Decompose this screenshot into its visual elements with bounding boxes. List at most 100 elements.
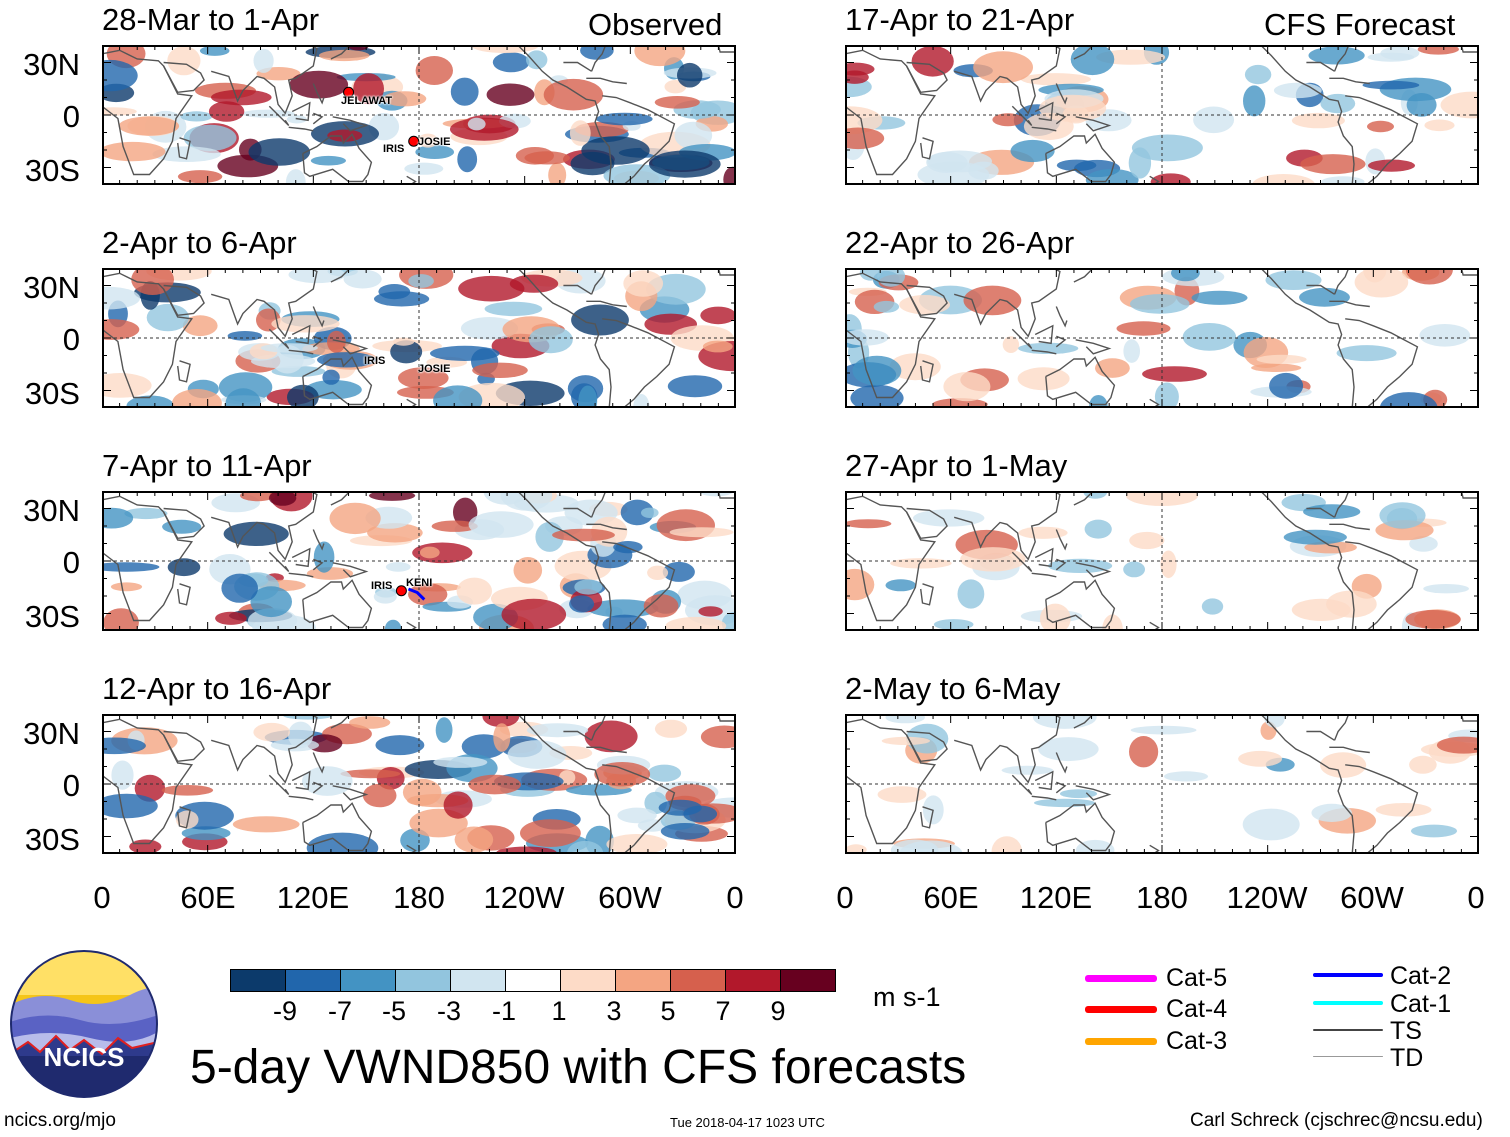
coastline — [1011, 774, 1033, 795]
anomaly-blob — [677, 62, 703, 88]
lat-label: 30N — [23, 716, 80, 751]
coastline — [1306, 507, 1335, 518]
coastline — [590, 45, 607, 72]
coastline — [302, 356, 373, 406]
anomaly-blob — [223, 521, 289, 546]
anomaly-blob — [574, 579, 603, 595]
anomaly-blob — [543, 78, 604, 111]
anomaly-blob — [240, 491, 276, 502]
anomaly-blob — [1375, 803, 1432, 817]
anomaly-blob — [845, 844, 867, 854]
anomaly-blob — [524, 151, 570, 165]
logo-graphic: NCICS — [10, 950, 158, 1098]
coastline — [1034, 770, 1054, 791]
anomaly-blob — [906, 723, 949, 754]
lat-label: 0 — [62, 545, 80, 580]
anomaly-blob — [723, 166, 736, 185]
coastline — [291, 324, 311, 345]
anomaly-blob — [271, 315, 340, 333]
coastline — [1345, 541, 1419, 631]
anomaly-blob — [102, 507, 134, 529]
coastline — [1333, 714, 1350, 741]
coastline — [302, 802, 373, 852]
anomaly-blob — [1311, 803, 1352, 822]
anomaly-blob — [177, 170, 223, 184]
anomaly-blob — [208, 101, 245, 122]
anomaly-blob — [890, 839, 939, 854]
storm-label: IRIS — [371, 580, 393, 592]
lat-label: 30S — [24, 599, 80, 634]
legend-line-td — [1313, 1056, 1383, 1057]
coastline — [586, 300, 627, 308]
anomaly-blob — [1116, 321, 1171, 336]
coastline — [920, 806, 934, 829]
lon-label: 0 — [1467, 880, 1485, 915]
coastline — [288, 126, 314, 132]
storm-label: JOSIE — [418, 136, 451, 148]
coastline — [302, 133, 373, 183]
anomaly-blob — [472, 362, 528, 378]
anomaly-blob — [1038, 737, 1099, 762]
anomaly-blob — [454, 826, 494, 853]
coastline — [1333, 491, 1350, 518]
coastline — [1011, 328, 1033, 349]
coastline — [1329, 746, 1370, 754]
map-panel — [102, 491, 736, 631]
footer-url[interactable]: ncics.org/mjo — [4, 1110, 116, 1131]
coastline — [1073, 714, 1094, 729]
coastline — [162, 507, 205, 540]
coastline — [920, 360, 934, 383]
anomaly-blob — [430, 345, 500, 361]
storm-label: IRIS — [383, 143, 405, 155]
anomaly-blob — [102, 59, 138, 92]
panel-title: 2-May to 6-May — [845, 671, 1061, 706]
coastline — [288, 795, 314, 801]
anomaly-blob — [1020, 73, 1091, 86]
coastline — [1333, 45, 1350, 72]
coastline — [1260, 714, 1355, 854]
lon-label: 180 — [1136, 880, 1188, 915]
main-title: 5-day VWND850 with CFS forecasts — [190, 1041, 967, 1094]
coastline — [207, 491, 318, 561]
lon-label: 60E — [180, 880, 236, 915]
anomaly-blob — [899, 295, 950, 315]
anomaly-blob — [845, 329, 889, 346]
coastline — [1460, 714, 1479, 722]
anomaly-blob — [102, 319, 140, 340]
legend-label: Cat-5 — [1166, 964, 1228, 992]
anomaly-blob — [408, 274, 434, 288]
anomaly-blob — [1256, 354, 1307, 364]
anomaly-blob — [913, 509, 985, 527]
coastline — [1055, 752, 1068, 774]
anomaly-blob — [1018, 526, 1068, 539]
anomaly-blob — [1321, 176, 1365, 185]
coastline — [1260, 45, 1355, 185]
coastline — [590, 491, 607, 518]
anomaly-blob — [450, 117, 519, 141]
anomaly-blob — [482, 714, 520, 728]
lon-label: 120E — [1019, 880, 1093, 915]
anomaly-blob — [306, 567, 354, 580]
anomaly-blob — [569, 595, 595, 613]
anomaly-blob — [260, 343, 318, 353]
anomaly-blob — [1182, 323, 1237, 351]
anomaly-blob — [313, 541, 335, 573]
anomaly-blob — [1130, 725, 1197, 735]
coastline — [162, 284, 205, 317]
anomaly-blob — [1123, 561, 1145, 578]
colorbar-tick: 5 — [660, 996, 676, 1026]
legend-line-ts — [1313, 1029, 1383, 1031]
coastline — [1075, 339, 1112, 355]
anomaly-blob — [654, 96, 700, 109]
colorbar-tick: -1 — [491, 996, 517, 1026]
coastline — [563, 284, 592, 295]
colorbar-tick: 7 — [715, 996, 731, 1026]
coastline — [920, 583, 934, 606]
anomaly-blob — [152, 146, 221, 162]
lon-label: 0 — [836, 880, 854, 915]
map-panel — [845, 268, 1479, 408]
anomaly-blob — [373, 589, 397, 604]
anomaly-blob — [102, 737, 146, 755]
anomaly-field — [102, 491, 736, 631]
anomaly-blob — [467, 117, 486, 131]
